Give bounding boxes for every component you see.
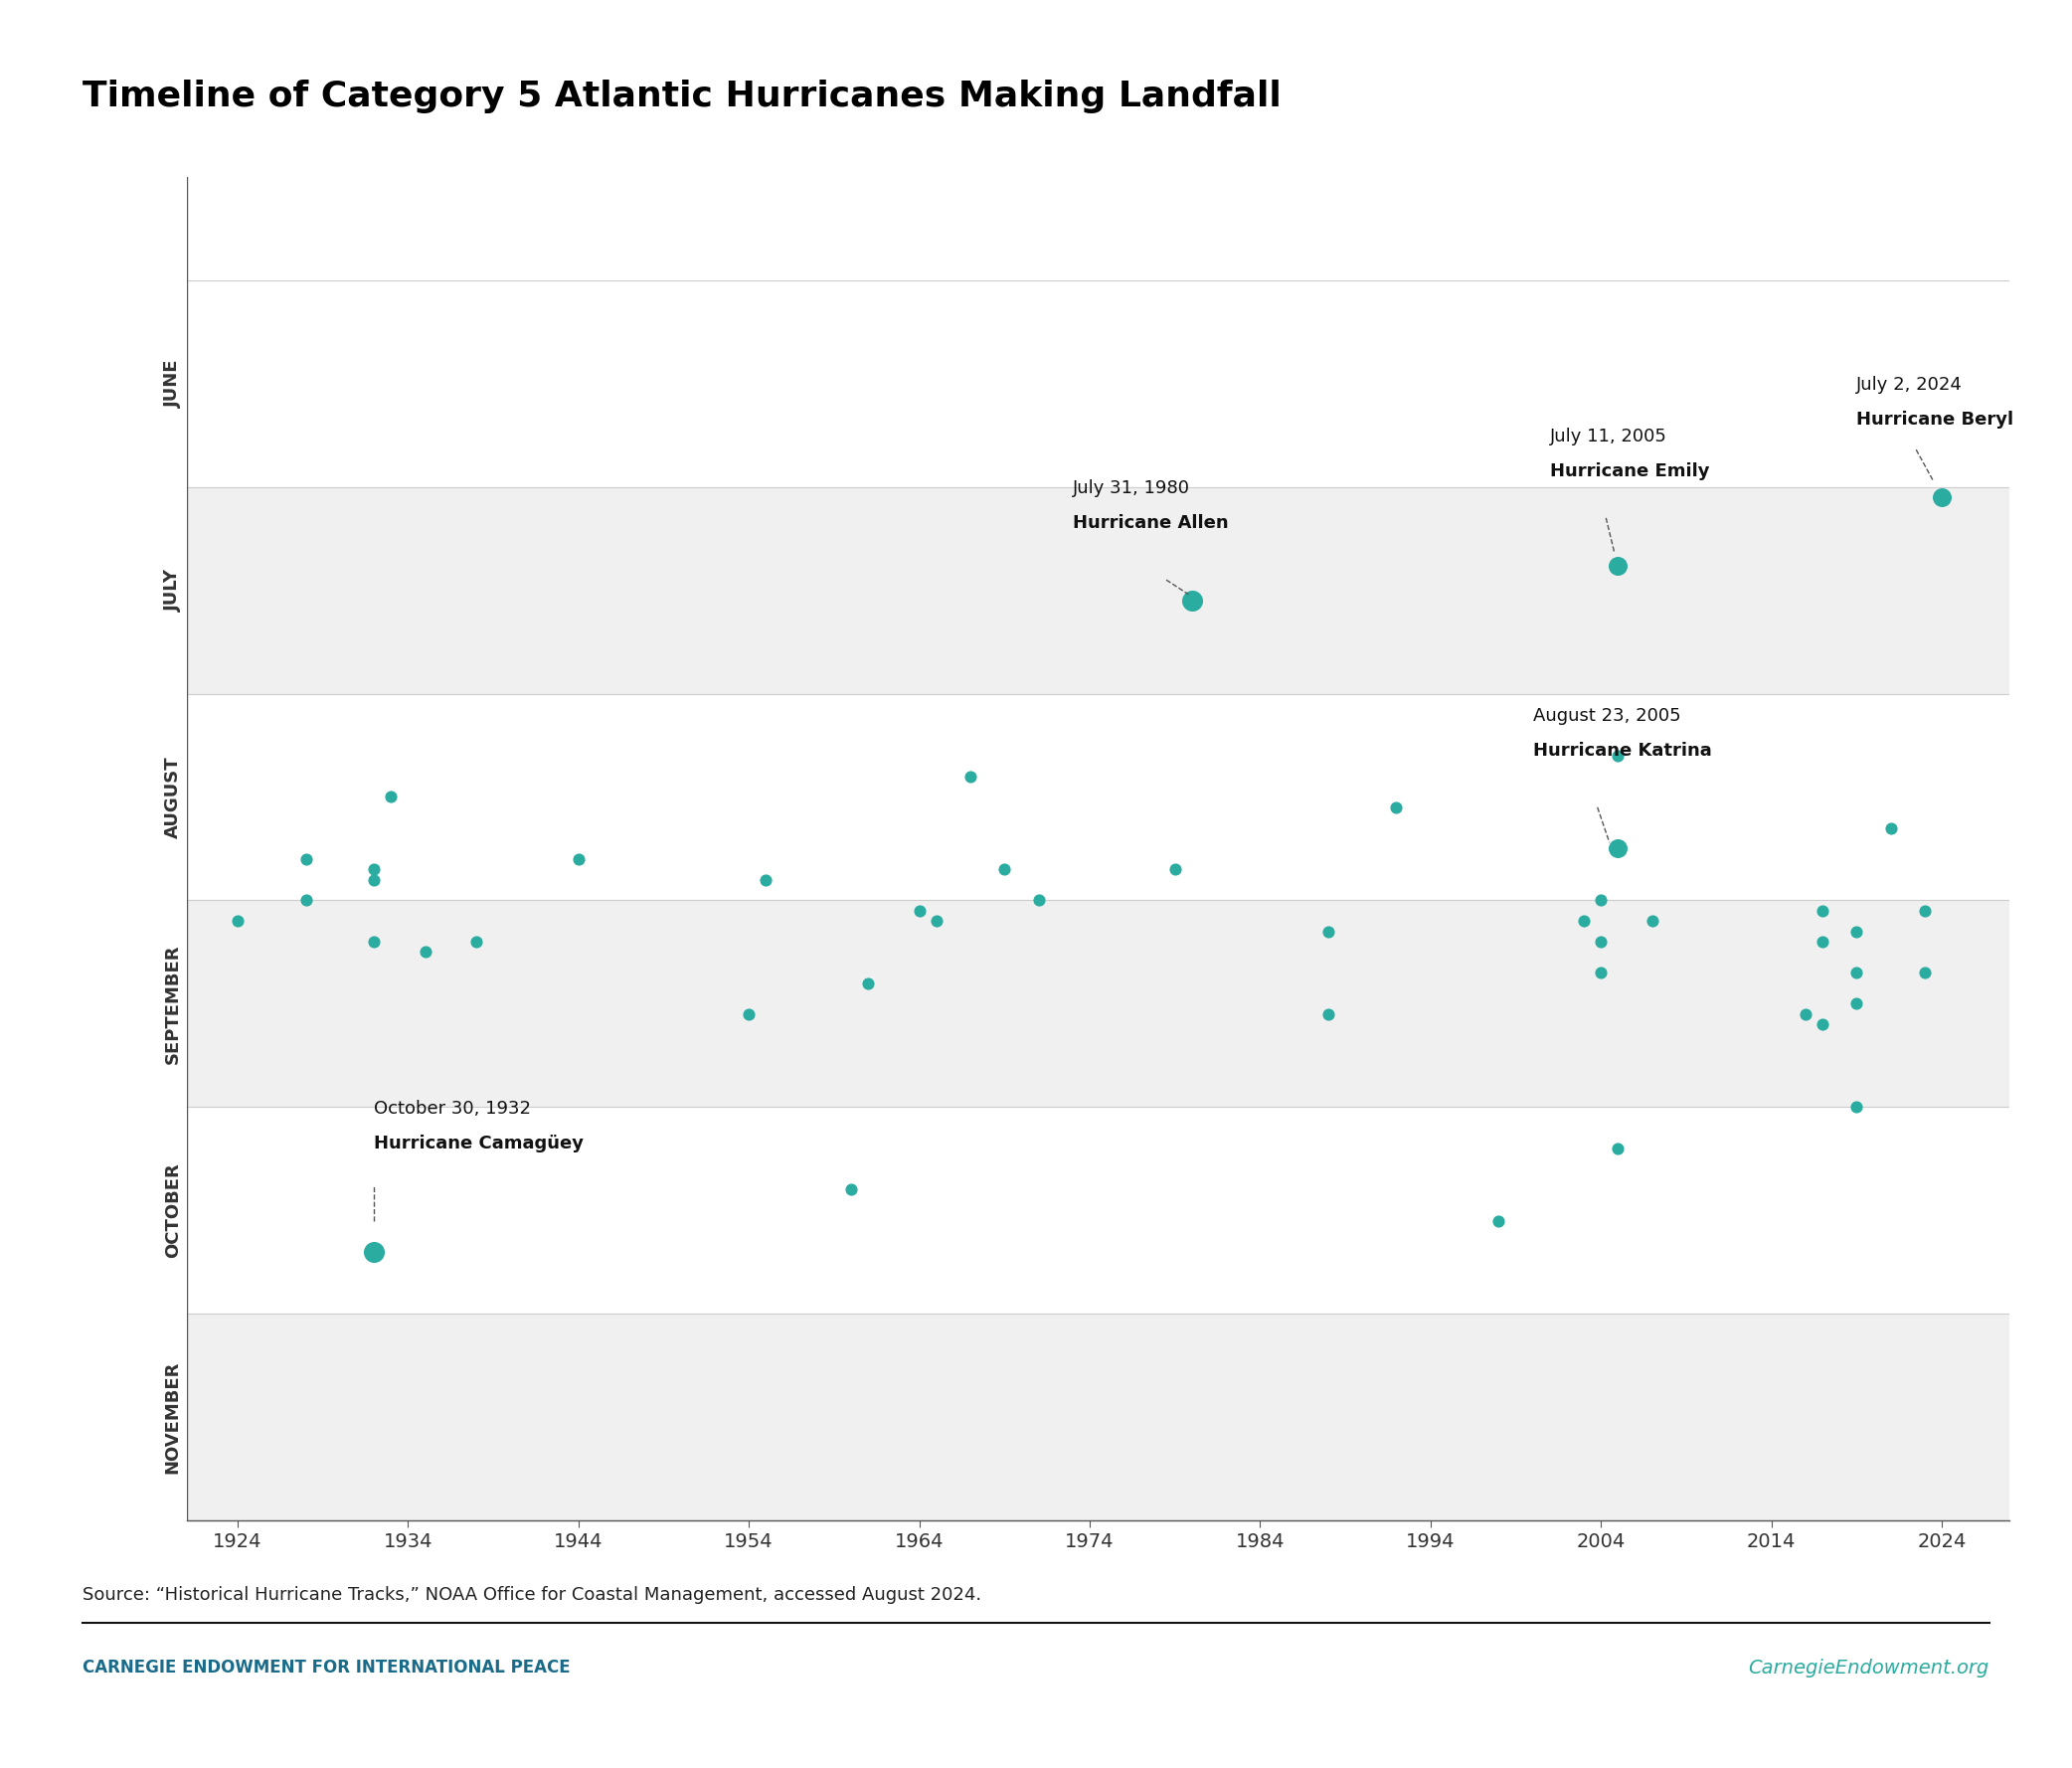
Point [953,762,986,790]
Text: July 11, 2005: July 11, 2005 [1550,428,1668,446]
Text: Source: “Historical Hurricane Tracks,” NOAA Office for Coastal Management, acces: Source: “Historical Hurricane Tracks,” N… [83,1586,982,1604]
Point [835,1176,868,1204]
Point [460,928,493,956]
Point [1175,587,1208,615]
Point [1021,886,1055,914]
Point [1602,552,1635,580]
Text: Hurricane Katrina: Hurricane Katrina [1533,743,1711,760]
Point [562,845,595,873]
Point [222,907,255,935]
Text: July 31, 1980: July 31, 1980 [1073,479,1189,497]
Text: Hurricane Camagüey: Hurricane Camagüey [373,1135,584,1153]
Bar [186,486,2010,693]
Point [1807,1010,1840,1038]
Point [1840,958,1873,987]
Point [1602,834,1635,863]
Point [1908,958,1941,987]
Point [1312,1001,1345,1029]
Point [1602,1135,1635,1163]
Text: October 30, 1932: October 30, 1932 [373,1100,530,1117]
Point [356,928,390,956]
Text: CarnegieEndowment.org: CarnegieEndowment.org [1749,1658,1989,1678]
Bar [186,1314,2010,1520]
Point [1873,813,1906,842]
Point [1481,1206,1515,1234]
Point [375,783,408,812]
Point [356,1238,390,1266]
Point [290,886,323,914]
Point [1840,918,1873,946]
Point [1840,1093,1873,1121]
Point [903,896,937,925]
Point [1566,907,1600,935]
Text: CARNEGIE ENDOWMENT FOR INTERNATIONAL PEACE: CARNEGIE ENDOWMENT FOR INTERNATIONAL PEA… [83,1658,570,1676]
Point [1585,958,1618,987]
Text: July 2, 2024: July 2, 2024 [1857,377,1962,394]
Point [356,866,390,895]
Text: Hurricane Emily: Hurricane Emily [1550,463,1709,481]
Point [1925,483,1958,511]
Point [1380,794,1413,822]
Point [408,937,441,965]
Text: Hurricane Allen: Hurricane Allen [1073,514,1229,532]
Point [731,1001,765,1029]
Text: August 23, 2005: August 23, 2005 [1533,707,1680,725]
Text: Timeline of Category 5 Atlantic Hurricanes Making Landfall: Timeline of Category 5 Atlantic Hurrican… [83,80,1283,113]
Point [1312,918,1345,946]
Point [1602,741,1635,769]
Point [920,907,953,935]
Point [356,856,390,884]
Point [750,866,783,895]
Point [1840,990,1873,1018]
Point [1585,886,1618,914]
Point [988,856,1021,884]
Point [1788,1001,1821,1029]
Point [1807,896,1840,925]
Bar [186,900,2010,1107]
Point [1807,928,1840,956]
Text: Hurricane Beryl: Hurricane Beryl [1857,412,2014,430]
Point [1908,896,1941,925]
Point [1158,856,1191,884]
Point [290,845,323,873]
Point [1635,907,1668,935]
Point [852,969,885,997]
Point [1585,928,1618,956]
